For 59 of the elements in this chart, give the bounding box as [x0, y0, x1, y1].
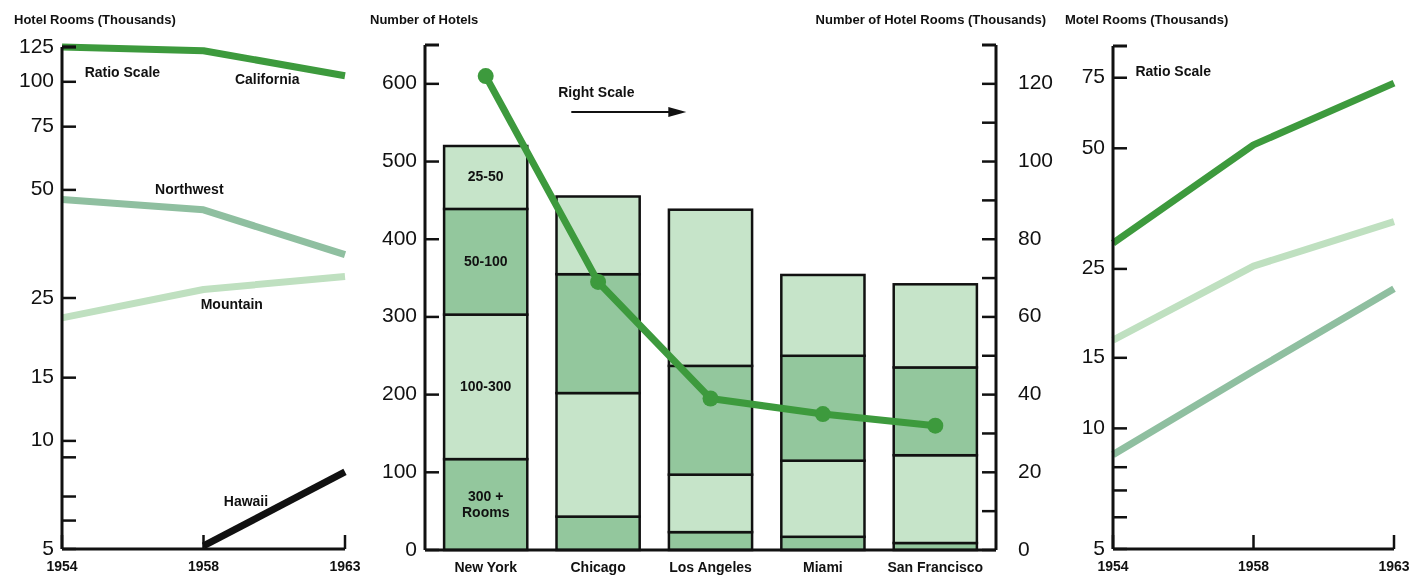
y2-axis-title: Number of Hotel Rooms (Thousands)	[815, 12, 1046, 27]
y-tick-label: 50	[1081, 134, 1105, 158]
y-tick-label: 600	[381, 70, 417, 94]
y-tick-label: 25	[1081, 255, 1105, 279]
y2-tick-label: 40	[1018, 381, 1042, 405]
x-tick-label: 1963	[329, 558, 361, 574]
y2-tick-label: 120	[1018, 70, 1054, 94]
point	[590, 273, 607, 290]
y2-tick-label: 20	[1018, 458, 1042, 482]
y-tick-label: 10	[1081, 414, 1105, 438]
annotation: Ratio Scale	[84, 64, 161, 80]
x-tick-label: 1963	[1378, 558, 1410, 574]
point	[702, 390, 719, 407]
y-tick-label: 5	[42, 535, 54, 559]
series-label: Northwest	[155, 180, 224, 197]
y-axis-title: Number of Hotels	[370, 12, 479, 27]
point	[477, 68, 494, 85]
annotation: Ratio Scale	[1135, 63, 1212, 79]
y-tick-label: 25	[30, 284, 54, 308]
x-tick-label: 1954	[1097, 558, 1129, 574]
y-tick-label: 0	[405, 536, 417, 560]
y2-tick-label: 60	[1018, 303, 1042, 327]
y2-tick-label: 0	[1018, 536, 1030, 560]
y-tick-label: 125	[18, 33, 54, 57]
y-tick-label: 50	[30, 176, 54, 200]
y-tick-label: 15	[1081, 344, 1105, 368]
y-tick-label: 100	[381, 458, 417, 482]
x-tick-label: New York	[454, 559, 518, 575]
series-label: Mountain	[200, 295, 263, 312]
point	[927, 417, 944, 434]
point	[814, 406, 831, 423]
y-tick-label: 15	[30, 364, 54, 388]
y-axis-title: Hotel Rooms (Thousands)	[14, 12, 176, 27]
y-tick-label: 10	[30, 427, 54, 451]
annotation: Right Scale	[558, 84, 635, 100]
series-label: 25-50	[467, 168, 504, 185]
series-label: 50-100	[463, 252, 508, 269]
x-tick-label: Miami	[803, 559, 843, 575]
x-tick-label: 1954	[46, 558, 78, 574]
y2-tick-label: 80	[1018, 225, 1042, 249]
y-axis-title: Motel Rooms (Thousands)	[1065, 12, 1229, 27]
series-label: 300 + Rooms	[461, 487, 510, 520]
x-tick-label: Chicago	[570, 559, 626, 575]
y-tick-label: 500	[381, 148, 417, 172]
y2-tick-label: 100	[1018, 148, 1054, 172]
x-tick-label: 1958	[1237, 558, 1270, 574]
series-label: 100-300	[460, 377, 512, 394]
series-label: California	[234, 70, 300, 87]
y-tick-label: 100	[18, 68, 54, 92]
series-label: Hawaii	[223, 492, 269, 509]
y-tick-label: 5	[1093, 535, 1105, 559]
x-tick-label: Los Angeles	[669, 559, 753, 575]
y-tick-label: 75	[30, 113, 54, 137]
x-tick-label: San Francisco	[887, 559, 984, 575]
x-tick-label: 1958	[187, 558, 220, 574]
y-tick-label: 400	[381, 225, 417, 249]
y-tick-label: 200	[381, 381, 417, 405]
y-tick-label: 75	[1081, 64, 1105, 88]
y-tick-label: 300	[381, 303, 417, 327]
